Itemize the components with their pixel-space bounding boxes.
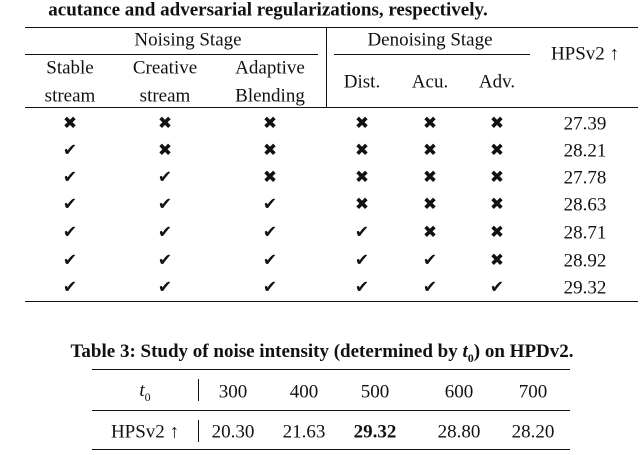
header-symbol: t0 bbox=[139, 381, 150, 403]
rule bbox=[25, 54, 318, 55]
mark-cell: ✖ bbox=[354, 194, 370, 215]
score-cell: 29.32 bbox=[353, 421, 397, 443]
score-cell: 28.63 bbox=[563, 194, 607, 216]
mark-cell: ✔ bbox=[262, 222, 278, 243]
mark-cell: ✖ bbox=[422, 167, 438, 188]
mark-cell: ✔ bbox=[262, 194, 278, 215]
score-cell: 27.78 bbox=[563, 167, 607, 189]
table3-caption: Table 3: Study of noise intensity (deter… bbox=[70, 342, 573, 364]
rule bbox=[25, 27, 638, 29]
mark-cell: ✖ bbox=[422, 140, 438, 161]
caption-subscript: 0 bbox=[467, 350, 474, 365]
mark-cell: ✔ bbox=[157, 194, 173, 215]
caption-text: Table 3: Study of noise intensity (deter… bbox=[70, 341, 463, 363]
subscript: 0 bbox=[144, 389, 151, 404]
mark-cell: ✔ bbox=[262, 250, 278, 271]
score-cell: 27.39 bbox=[563, 113, 607, 135]
score-cell: 28.71 bbox=[563, 222, 607, 244]
mark-cell: ✖ bbox=[354, 113, 370, 134]
caption-symbol: t bbox=[462, 341, 468, 363]
mark-cell: ✔ bbox=[354, 222, 370, 243]
rule bbox=[92, 410, 570, 411]
mark-cell: ✖ bbox=[262, 113, 278, 134]
mark-cell: ✖ bbox=[489, 167, 505, 188]
rule bbox=[198, 420, 199, 442]
mark-cell: ✔ bbox=[62, 194, 78, 215]
group-header: Noising Stage bbox=[134, 29, 242, 51]
mark-cell: ✔ bbox=[489, 277, 505, 298]
mark-cell: ✖ bbox=[262, 140, 278, 161]
mark-cell: ✔ bbox=[157, 167, 173, 188]
column-header: Acu. bbox=[411, 71, 449, 93]
mark-cell: ✔ bbox=[354, 250, 370, 271]
mark-cell: ✔ bbox=[422, 250, 438, 271]
rule bbox=[198, 379, 199, 401]
rule bbox=[92, 449, 570, 451]
mark-cell: ✖ bbox=[262, 167, 278, 188]
score-cell: 21.63 bbox=[282, 421, 326, 443]
header-cell: 700 bbox=[518, 381, 548, 403]
mark-cell: ✖ bbox=[62, 113, 78, 134]
mark-cell: ✔ bbox=[354, 277, 370, 298]
column-header: Dist. bbox=[343, 71, 381, 93]
column-header: Adv. bbox=[478, 71, 516, 93]
mark-cell: ✔ bbox=[62, 250, 78, 271]
caption-top: acutance and adversarial regularizations… bbox=[48, 0, 488, 21]
mark-cell: ✔ bbox=[62, 222, 78, 243]
score-cell: 28.21 bbox=[563, 140, 607, 162]
mark-cell: ✔ bbox=[62, 167, 78, 188]
mark-cell: ✔ bbox=[157, 277, 173, 298]
column-header: HPSv2 ↑ bbox=[550, 43, 620, 65]
score-cell: 20.30 bbox=[211, 421, 255, 443]
mark-cell: ✖ bbox=[422, 113, 438, 134]
mark-cell: ✖ bbox=[489, 222, 505, 243]
column-header: Adaptive bbox=[235, 57, 305, 79]
mark-cell: ✖ bbox=[489, 140, 505, 161]
row-label: HPSv2 ↑ bbox=[110, 421, 180, 443]
mark-cell: ✖ bbox=[354, 167, 370, 188]
mark-cell: ✖ bbox=[157, 113, 173, 134]
column-header: Creative bbox=[132, 57, 198, 79]
rule bbox=[326, 27, 327, 108]
mark-cell: ✖ bbox=[489, 250, 505, 271]
column-header: stream bbox=[139, 85, 191, 107]
mark-cell: ✖ bbox=[157, 140, 173, 161]
mark-cell: ✔ bbox=[62, 140, 78, 161]
mark-cell: ✔ bbox=[62, 277, 78, 298]
column-header: Stable bbox=[46, 57, 94, 79]
header-cell: 300 bbox=[218, 381, 248, 403]
score-cell: 28.92 bbox=[563, 250, 607, 272]
caption-text: ) on HPDv2. bbox=[473, 341, 574, 363]
header-cell: 600 bbox=[444, 381, 474, 403]
score-cell: 28.20 bbox=[511, 421, 555, 443]
rule bbox=[334, 54, 530, 55]
mark-cell: ✔ bbox=[157, 222, 173, 243]
score-cell: 28.80 bbox=[437, 421, 481, 443]
group-header: Denoising Stage bbox=[367, 29, 493, 51]
rule bbox=[25, 107, 638, 109]
header-cell: 500 bbox=[360, 381, 390, 403]
mark-cell: ✖ bbox=[489, 113, 505, 134]
mark-cell: ✖ bbox=[422, 194, 438, 215]
mark-cell: ✔ bbox=[262, 277, 278, 298]
header-cell: 400 bbox=[289, 381, 319, 403]
mark-cell: ✖ bbox=[354, 140, 370, 161]
mark-cell: ✖ bbox=[422, 222, 438, 243]
mark-cell: ✔ bbox=[157, 250, 173, 271]
symbol: t bbox=[139, 380, 145, 402]
rule bbox=[25, 301, 638, 303]
rule bbox=[92, 369, 570, 371]
mark-cell: ✔ bbox=[422, 277, 438, 298]
score-cell: 29.32 bbox=[563, 277, 607, 299]
column-header: Blending bbox=[235, 85, 305, 107]
column-header: stream bbox=[44, 85, 96, 107]
mark-cell: ✖ bbox=[489, 194, 505, 215]
